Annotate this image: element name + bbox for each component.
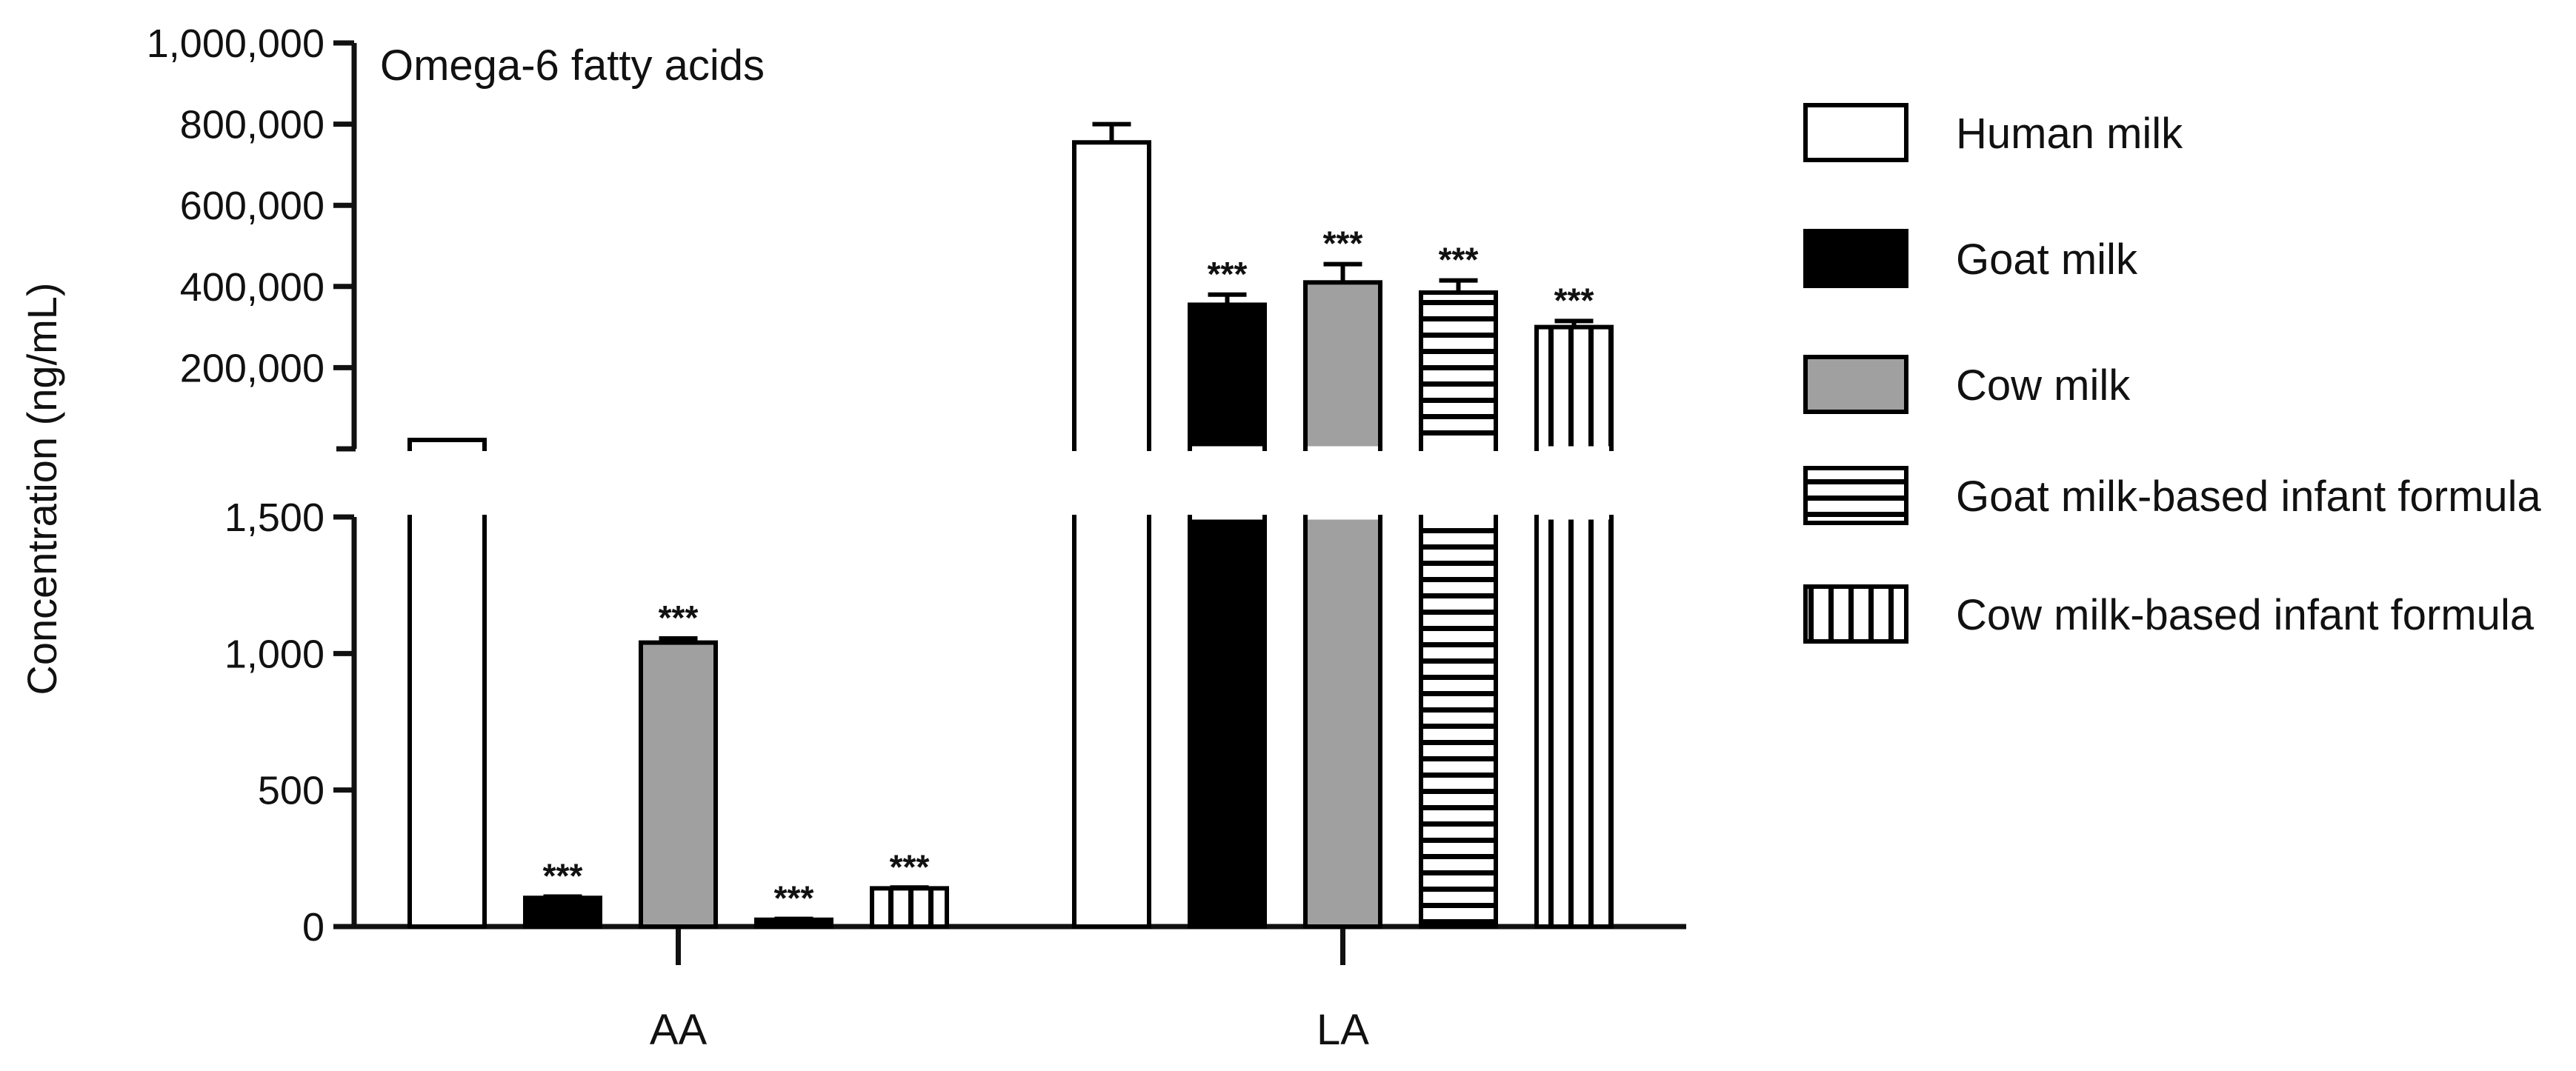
bar-LA-3: ***: [1419, 241, 1498, 929]
y-tick-label-upper: 600,000: [180, 184, 325, 228]
bar-lower-part: [1419, 515, 1498, 929]
legend-label: Cow milk: [1956, 361, 2131, 410]
bar-lower-part: [407, 515, 487, 929]
bar-LA-2: ***: [1303, 224, 1382, 929]
bar-AA-3: ***: [754, 879, 833, 929]
chart-title: Omega-6 fatty acids: [380, 41, 765, 90]
bar-AA-0: [407, 438, 487, 929]
y-tick-label-lower: 0: [302, 905, 325, 950]
legend-swatch: [1803, 466, 1908, 525]
bar-LA-1: ***: [1188, 255, 1267, 929]
bars-group: *** *** *** *** *** *** *** ***: [407, 121, 1614, 930]
bar-upper-part: [1072, 140, 1151, 451]
y-tick-label-upper: 800,000: [180, 103, 325, 147]
legend-swatch: [1803, 584, 1908, 644]
bar-AA-1: ***: [523, 856, 602, 930]
significance-label: ***: [1208, 255, 1248, 293]
bar-upper-part: [1303, 280, 1382, 451]
bar-lower-part: [1303, 515, 1382, 929]
legend-label: Human milk: [1956, 110, 2183, 158]
y-tick-label-lower: 1,000: [224, 632, 325, 676]
legend-swatch: [1803, 229, 1908, 288]
legend-item: Human milk: [1803, 103, 2183, 162]
bar-lower-part: [1534, 515, 1614, 929]
significance-label: ***: [1439, 241, 1479, 279]
legend-swatch: [1803, 103, 1908, 162]
legend-item: Goat milk-based infant formula: [1803, 466, 2542, 525]
bar-upper-part: [1534, 324, 1614, 451]
bar-AA-4: ***: [870, 847, 949, 930]
legend-item: Goat milk: [1803, 229, 2138, 288]
y-tick-label-upper: 1,000,000: [147, 21, 325, 66]
significance-label: ***: [890, 847, 930, 886]
x-category-label: LA: [1317, 1006, 1369, 1054]
y-tick-label-lower: 1,500: [224, 496, 325, 540]
legend-label: Goat milk-based infant formula: [1956, 473, 2542, 521]
bar-AA-2: ***: [639, 598, 718, 929]
legend-label: Goat milk: [1956, 236, 2138, 284]
y-axis-label: Concentration (ng/mL): [19, 282, 65, 695]
legend: Human milk Goat milk Cow milk Goat milk-bas…: [1803, 103, 2542, 644]
y-tick-label-upper: 400,000: [180, 265, 325, 310]
bar: [523, 895, 602, 930]
bar-lower-part: [1072, 515, 1151, 929]
y-tick-label-lower: 500: [258, 769, 325, 813]
significance-label: ***: [1554, 281, 1594, 319]
significance-label: ***: [659, 598, 699, 637]
bar: [870, 886, 949, 930]
bar: [639, 640, 718, 929]
bar-upper-part: [1188, 302, 1267, 451]
legend-swatch: [1803, 355, 1908, 414]
significance-label: ***: [1323, 224, 1363, 263]
legend-item: Cow milk-based infant formula: [1803, 584, 2535, 644]
legend-label: Cow milk-based infant formula: [1956, 591, 2535, 639]
bar-LA-0: [1072, 121, 1151, 929]
x-category-label: AA: [650, 1006, 708, 1054]
significance-label: ***: [543, 856, 583, 895]
bar-upper-part: [1419, 290, 1498, 451]
legend-item: Cow milk: [1803, 355, 2131, 414]
significance-label: ***: [774, 879, 814, 918]
axes: 0 500 1,000 1,500 200,000 400,000 600,000 800,0…: [147, 21, 1686, 1054]
bar-lower-part: [1188, 515, 1267, 929]
y-tick-label-upper: 200,000: [180, 346, 325, 390]
bar-LA-4: ***: [1534, 281, 1614, 929]
